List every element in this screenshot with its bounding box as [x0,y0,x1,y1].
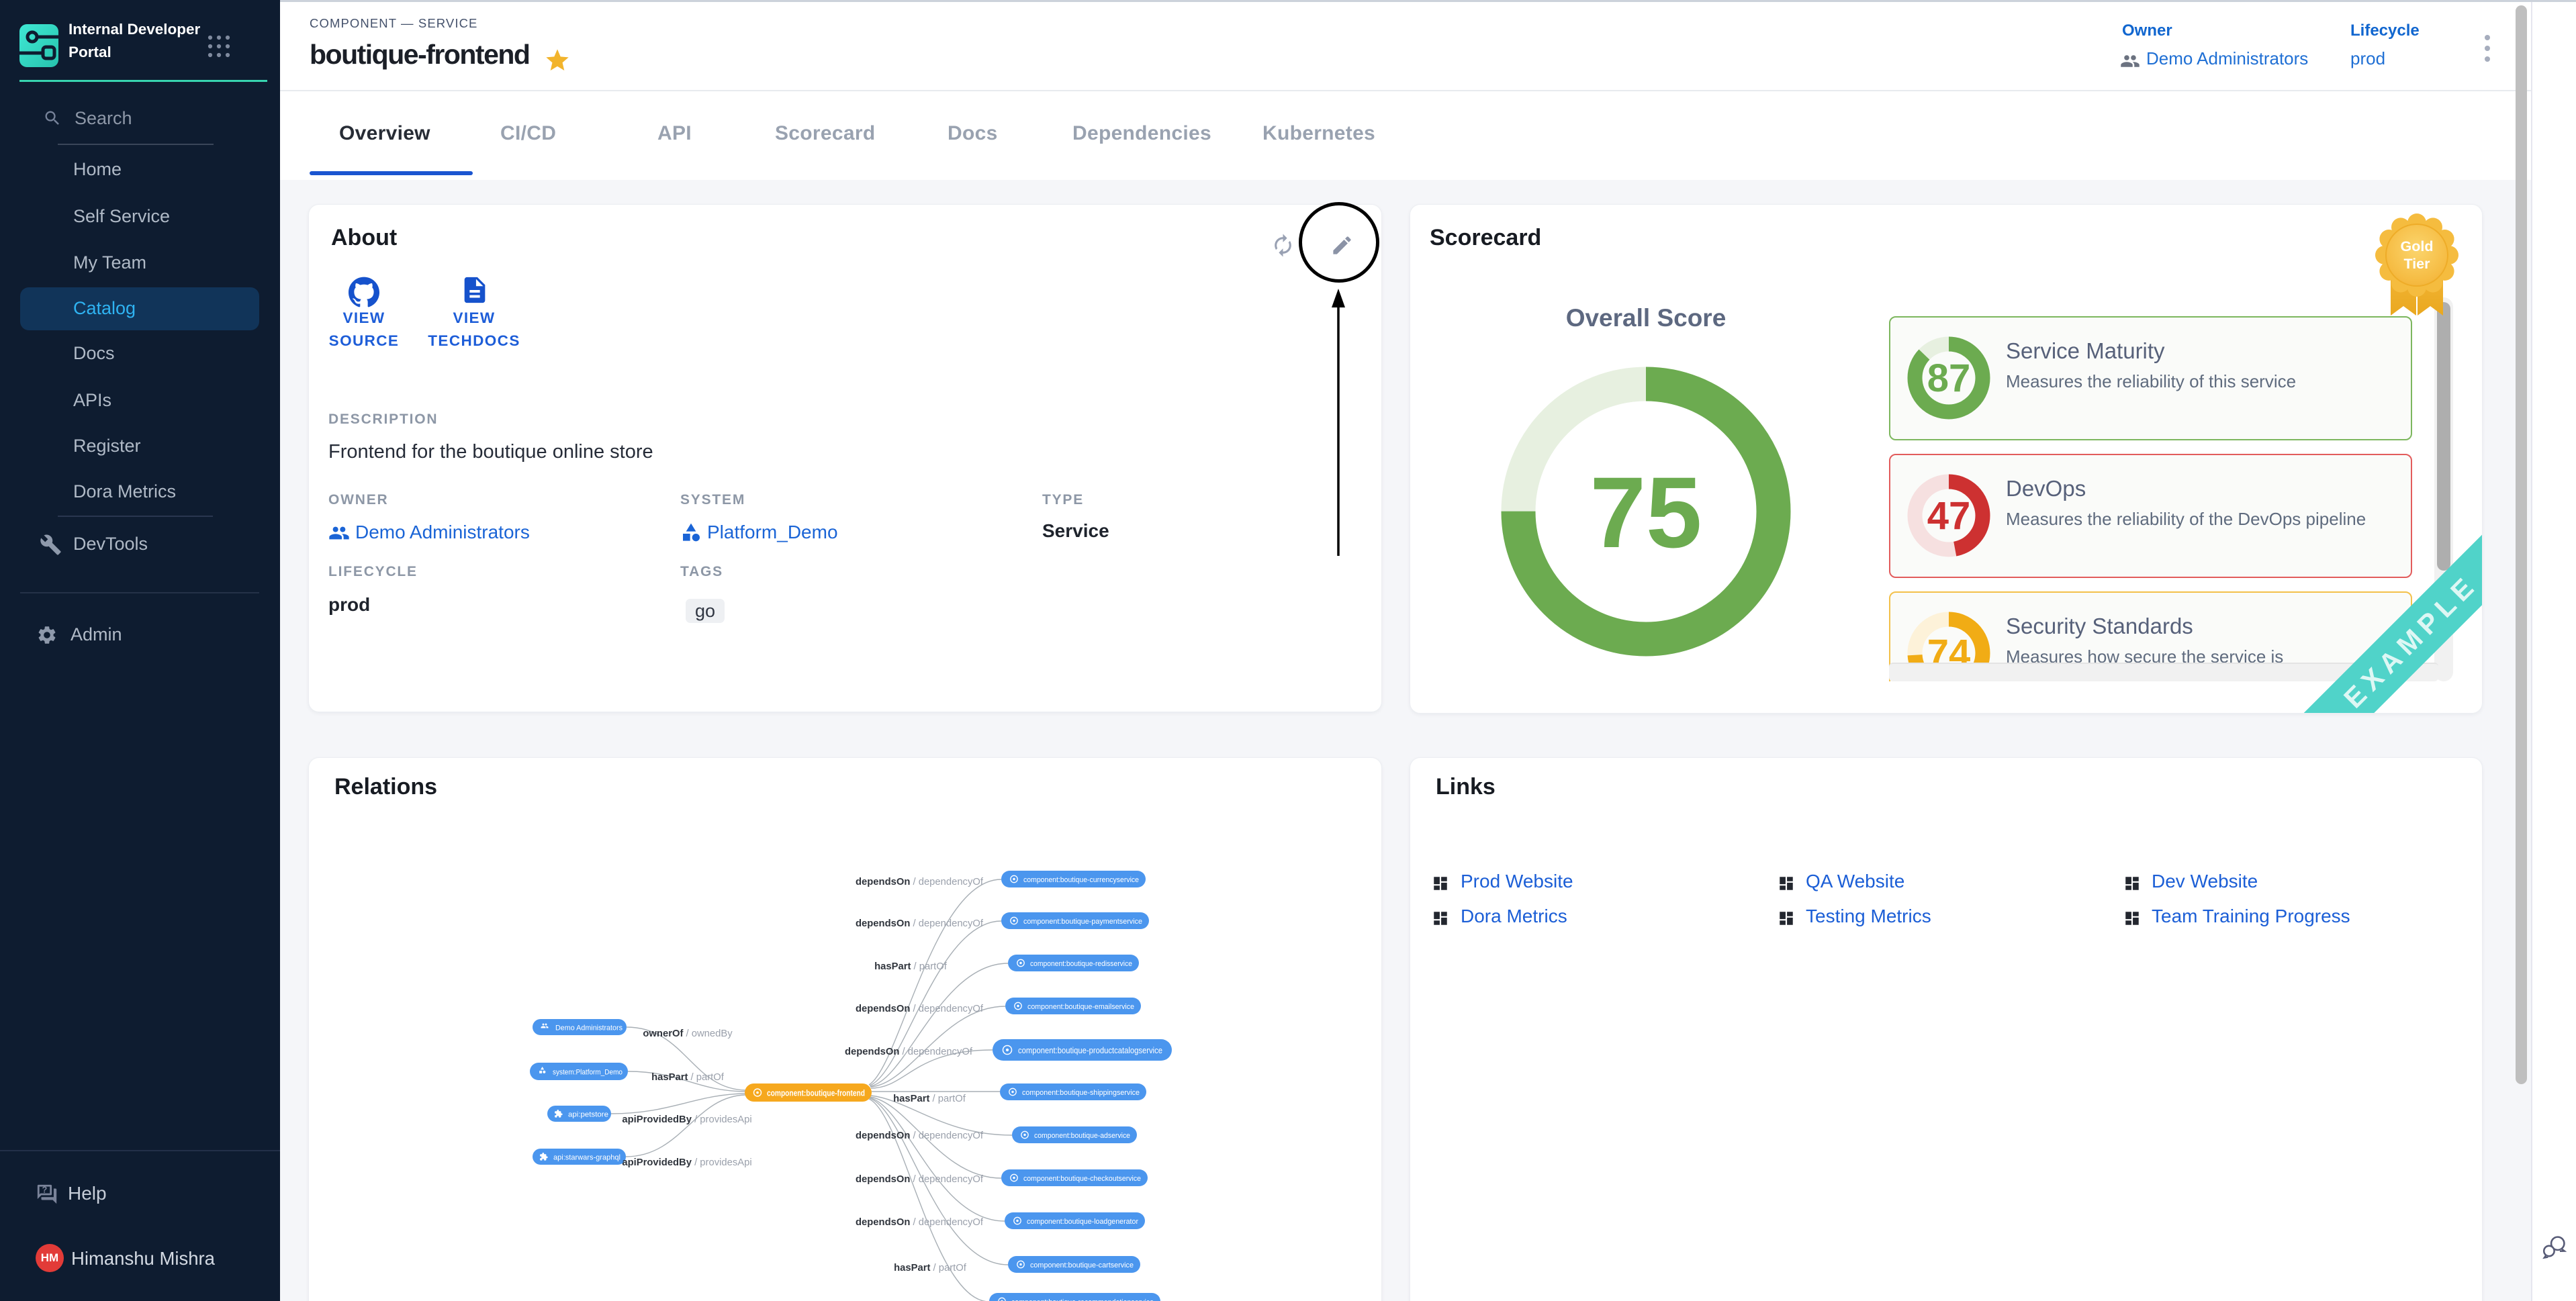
svg-text:?: ? [42,1185,48,1195]
svg-text:api:petstore: api:petstore [568,1111,608,1119]
svg-text:component:boutique-paymentserv: component:boutique-paymentservice [1023,918,1142,926]
svg-text:87: 87 [1927,356,1971,400]
svg-text:apiProvidedBy / providesApi: apiProvidedBy / providesApi [622,1157,751,1168]
svg-text:component:boutique-emailservic: component:boutique-emailservice [1027,1003,1134,1011]
svg-text:component:boutique-loadgenerat: component:boutique-loadgenerator [1027,1218,1138,1226]
svg-text:47: 47 [1927,494,1971,538]
svg-text:dependsOn / dependencyOf: dependsOn / dependencyOf [845,1047,973,1057]
svg-text:component:boutique-adservice: component:boutique-adservice [1034,1132,1130,1140]
svg-text:Gold: Gold [2401,238,2434,254]
svg-text:dependsOn / dependencyOf: dependsOn / dependencyOf [856,1004,984,1014]
svg-text:component:boutique-shippingser: component:boutique-shippingservice [1022,1089,1140,1097]
svg-text:component:boutique-redisservic: component:boutique-redisservice [1030,960,1132,968]
svg-text:component:boutique-recommendat: component:boutique-recommendationservice [1011,1298,1154,1301]
svg-text:hasPart / partOf: hasPart / partOf [651,1072,725,1083]
svg-text:component:boutique-productcata: component:boutique-productcatalogservice [1018,1045,1162,1055]
svg-text:dependsOn / dependencyOf: dependsOn / dependencyOf [856,1174,984,1185]
svg-text:75: 75 [1590,456,1702,569]
svg-text:dependsOn / dependencyOf: dependsOn / dependencyOf [856,918,984,929]
svg-text:dependsOn / dependencyOf: dependsOn / dependencyOf [856,877,984,887]
svg-text:system:Platform_Demo: system:Platform_Demo [553,1069,623,1077]
svg-text:Tier: Tier [2403,256,2430,272]
svg-text:apiProvidedBy / providesApi: apiProvidedBy / providesApi [622,1114,751,1125]
svg-text:hasPart / partOf: hasPart / partOf [894,1263,967,1273]
svg-text:Demo Administrators: Demo Administrators [555,1024,623,1032]
svg-text:hasPart / partOf: hasPart / partOf [893,1094,966,1104]
svg-text:component:boutique-cartservice: component:boutique-cartservice [1030,1261,1134,1269]
svg-text:api:starwars-graphql: api:starwars-graphql [553,1154,620,1162]
svg-text:dependsOn / dependencyOf: dependsOn / dependencyOf [856,1130,984,1141]
svg-text:hasPart / partOf: hasPart / partOf [874,961,948,972]
svg-text:component:boutique-frontend: component:boutique-frontend [767,1089,865,1098]
svg-text:component:boutique-checkoutser: component:boutique-checkoutservice [1023,1175,1141,1183]
svg-text:ownerOf / ownedBy: ownerOf / ownedBy [643,1028,733,1039]
svg-text:dependsOn / dependencyOf: dependsOn / dependencyOf [856,1217,984,1228]
svg-text:component:boutique-currencyser: component:boutique-currencyservice [1023,876,1139,884]
